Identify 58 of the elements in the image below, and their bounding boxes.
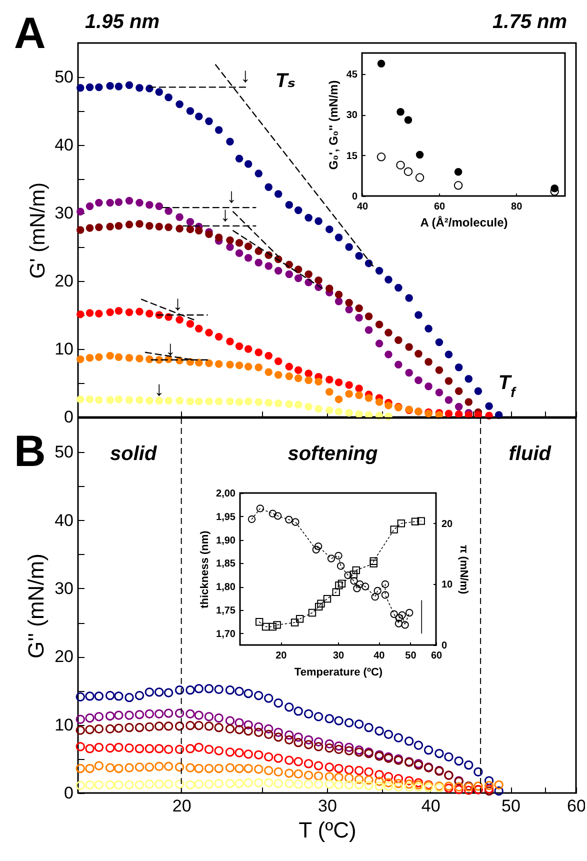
x-axis-title: Temperature (ºC) bbox=[294, 666, 383, 678]
text: 1.75 nm bbox=[492, 11, 567, 33]
x-tick-label: 20 bbox=[276, 650, 288, 662]
annotation: ↓ bbox=[172, 293, 183, 315]
y-tick-label: 1,95 bbox=[216, 512, 236, 523]
x-tick-label: 40 bbox=[374, 650, 386, 662]
y-tick-label: 45 bbox=[346, 69, 358, 80]
y-tick-label: 10 bbox=[54, 340, 74, 358]
annotation: Tₛ bbox=[275, 70, 296, 92]
chart-title: B bbox=[14, 427, 46, 476]
x-tick-label: 50 bbox=[502, 796, 520, 816]
y-tick-label: 40 bbox=[54, 136, 74, 154]
y2-tick-label: 10 bbox=[442, 580, 454, 591]
y-tick-label: 0 bbox=[64, 784, 74, 802]
x-tick-label: 60 bbox=[567, 796, 586, 816]
y-tick-label: 1,80 bbox=[216, 582, 236, 594]
y2-tick-label: 20 bbox=[442, 518, 454, 530]
x-axis-title: A (Å²/molecule) bbox=[420, 216, 508, 230]
x-tick-label: 50 bbox=[405, 650, 417, 662]
y-axis-title: thickness (nm) bbox=[199, 530, 212, 608]
x-tick-label: 30 bbox=[318, 796, 337, 816]
x-tick-label: 40 bbox=[356, 202, 368, 212]
y-tick-label: 0 bbox=[352, 192, 358, 202]
y-tick-label: 2,00 bbox=[216, 488, 236, 500]
x-tick-label: 40 bbox=[421, 796, 440, 816]
annotation: softening bbox=[288, 443, 378, 465]
annotation: ↓ bbox=[165, 338, 176, 360]
annotation: ↓ bbox=[154, 378, 164, 401]
y-tick-label: 30 bbox=[54, 578, 74, 598]
x-tick-label: 60 bbox=[430, 650, 442, 662]
y-tick-label: 0 bbox=[64, 408, 74, 426]
y-axis-title: G'' (mN/m) bbox=[24, 554, 49, 658]
y-tick-label: 10 bbox=[54, 715, 74, 734]
annotation: T$_{f}$ bbox=[498, 372, 517, 400]
x-tick-label: 60 bbox=[434, 202, 446, 212]
x-axis-title: T (ºC) bbox=[298, 818, 356, 842]
annotation: fluid bbox=[508, 443, 551, 465]
y-tick-label: 1,70 bbox=[216, 628, 236, 640]
annotation: ↓ bbox=[240, 65, 250, 88]
y-tick-label: 1,75 bbox=[216, 605, 236, 616]
y-tick-label: 15 bbox=[346, 150, 358, 162]
y-tick-label: 40 bbox=[54, 510, 74, 530]
y2-axis-title: π (mN/m) bbox=[458, 544, 470, 595]
annotation: solid bbox=[110, 443, 157, 465]
y-axis-title: G₀', G₀'' (mN/m) bbox=[326, 80, 340, 170]
y-tick-label: 1,90 bbox=[216, 535, 236, 546]
y2-tick-label: 0 bbox=[442, 640, 448, 652]
y-tick-label: 1,85 bbox=[216, 558, 236, 570]
y-tick-label: 30 bbox=[346, 110, 358, 122]
x-tick-label: 30 bbox=[332, 650, 344, 662]
y-tick-label: 50 bbox=[54, 68, 74, 86]
y-tick-label: 50 bbox=[54, 442, 74, 462]
y-axis-title: G' (mN/m) bbox=[26, 182, 50, 279]
text: 1.95 nm bbox=[85, 11, 160, 33]
x-tick-label: 80 bbox=[511, 202, 523, 212]
y-tick-label: 20 bbox=[54, 272, 74, 290]
chart-title: A bbox=[14, 9, 46, 58]
x-tick-label: 20 bbox=[172, 796, 192, 816]
